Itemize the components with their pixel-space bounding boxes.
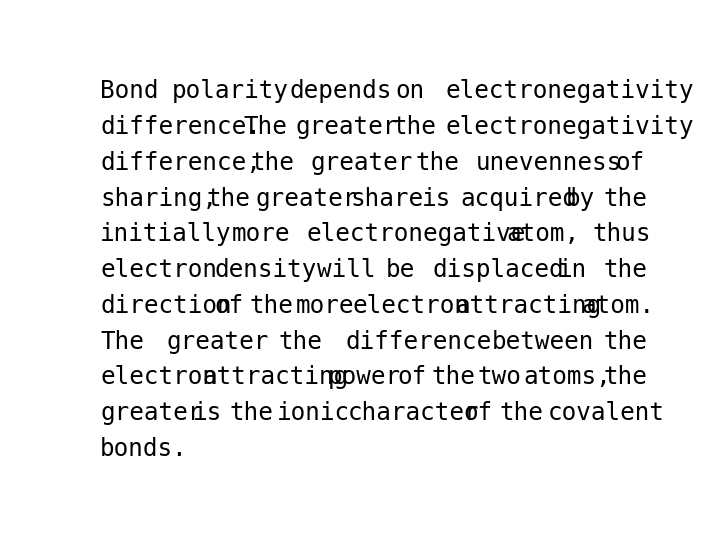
Text: power: power bbox=[328, 366, 401, 389]
Text: unevenness: unevenness bbox=[476, 151, 622, 175]
Text: difference,: difference, bbox=[100, 151, 261, 175]
Text: bonds.: bonds. bbox=[100, 437, 188, 461]
Text: electron: electron bbox=[353, 294, 470, 318]
Text: ionic: ionic bbox=[277, 401, 350, 425]
Text: Bond: Bond bbox=[100, 79, 158, 103]
Text: the: the bbox=[500, 401, 544, 425]
Text: initially: initially bbox=[100, 222, 232, 246]
Text: of: of bbox=[616, 151, 644, 175]
Text: be: be bbox=[386, 258, 415, 282]
Text: covalent: covalent bbox=[547, 401, 665, 425]
Text: the: the bbox=[230, 401, 274, 425]
Text: thus: thus bbox=[593, 222, 651, 246]
Text: atom.: atom. bbox=[581, 294, 654, 318]
Text: the: the bbox=[604, 187, 648, 211]
Text: the: the bbox=[432, 366, 476, 389]
Text: two: two bbox=[478, 366, 522, 389]
Text: will: will bbox=[317, 258, 376, 282]
Text: difference.: difference. bbox=[100, 115, 261, 139]
Text: greater: greater bbox=[295, 115, 397, 139]
Text: depends: depends bbox=[289, 79, 392, 103]
Text: the: the bbox=[249, 294, 293, 318]
Text: greater: greater bbox=[310, 151, 413, 175]
Text: the: the bbox=[604, 258, 648, 282]
Text: difference: difference bbox=[346, 329, 492, 354]
Text: acquired: acquired bbox=[460, 187, 577, 211]
Text: on: on bbox=[396, 79, 425, 103]
Text: the: the bbox=[279, 329, 323, 354]
Text: the: the bbox=[393, 115, 437, 139]
Text: of: of bbox=[397, 366, 426, 389]
Text: is: is bbox=[193, 401, 222, 425]
Text: electronegative: electronegative bbox=[307, 222, 526, 246]
Text: of: of bbox=[215, 294, 243, 318]
Text: share: share bbox=[350, 187, 423, 211]
Text: in: in bbox=[558, 258, 587, 282]
Text: atom,: atom, bbox=[506, 222, 580, 246]
Text: direction: direction bbox=[100, 294, 232, 318]
Text: the: the bbox=[604, 329, 648, 354]
Text: the: the bbox=[416, 151, 460, 175]
Text: the: the bbox=[206, 187, 250, 211]
Text: The: The bbox=[243, 115, 287, 139]
Text: displaced: displaced bbox=[432, 258, 564, 282]
Text: atoms,: atoms, bbox=[524, 366, 611, 389]
Text: electron: electron bbox=[100, 366, 217, 389]
Text: greater: greater bbox=[100, 401, 202, 425]
Text: greater: greater bbox=[167, 329, 269, 354]
Text: greater: greater bbox=[256, 187, 358, 211]
Text: polarity: polarity bbox=[172, 79, 289, 103]
Text: by: by bbox=[566, 187, 595, 211]
Text: between: between bbox=[492, 329, 594, 354]
Text: character: character bbox=[348, 401, 479, 425]
Text: more: more bbox=[232, 222, 290, 246]
Text: attracting: attracting bbox=[456, 294, 602, 318]
Text: sharing,: sharing, bbox=[100, 187, 217, 211]
Text: of: of bbox=[463, 401, 492, 425]
Text: the: the bbox=[251, 151, 294, 175]
Text: electronegativity: electronegativity bbox=[445, 115, 694, 139]
Text: more: more bbox=[295, 294, 354, 318]
Text: electron: electron bbox=[100, 258, 217, 282]
Text: is: is bbox=[422, 187, 451, 211]
Text: density: density bbox=[215, 258, 317, 282]
Text: attracting: attracting bbox=[203, 366, 349, 389]
Text: The: The bbox=[100, 329, 144, 354]
Text: the: the bbox=[604, 366, 648, 389]
Text: electronegativity: electronegativity bbox=[445, 79, 694, 103]
